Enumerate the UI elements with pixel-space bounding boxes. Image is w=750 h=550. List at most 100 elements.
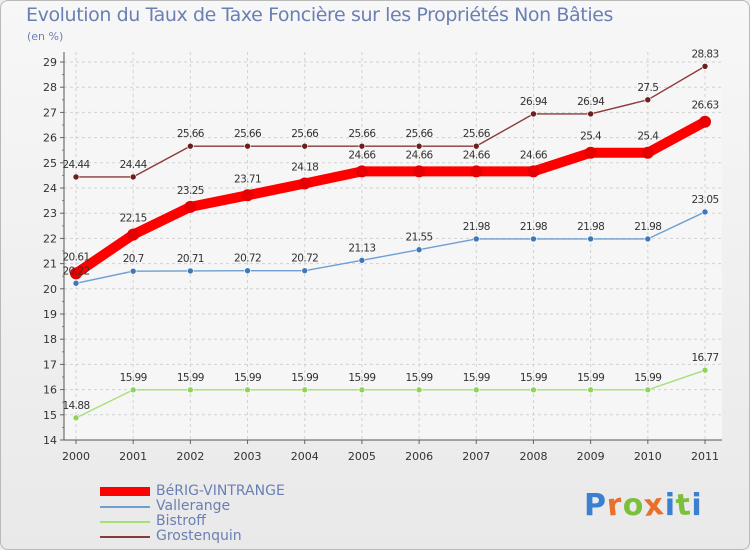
logo-letter: i: [664, 488, 677, 523]
data-label: 20.7: [123, 253, 144, 265]
y-tick-label: 17: [43, 358, 57, 371]
data-point: [70, 267, 82, 280]
data-point: [527, 165, 540, 178]
x-tick-label: 2004: [291, 450, 319, 463]
data-label: 15.99: [463, 372, 490, 384]
series-line: [75, 65, 706, 178]
y-tick-label: 22: [43, 232, 57, 245]
data-point: [472, 235, 480, 243]
data-point: [701, 62, 709, 70]
y-tick-label: 26: [43, 132, 57, 145]
y-tick-label: 23: [43, 207, 57, 220]
legend-label: BéRIG-VINTRANGE: [156, 483, 285, 499]
legend-label: Bistroff: [156, 513, 206, 529]
data-point: [587, 235, 594, 243]
data-label: 20.72: [291, 253, 318, 265]
data-label: 23.05: [691, 194, 718, 206]
data-label: 25.66: [348, 128, 376, 140]
series-line: [71, 116, 710, 279]
data-labels-layer: 24.44 24.44 25.66 25.66 25.66 25.66 25.66 25.66…: [62, 48, 719, 412]
legend-swatch: [100, 536, 150, 538]
data-label: 25.66: [177, 128, 205, 140]
y-tick-label: 21: [43, 258, 57, 271]
data-point: [129, 267, 137, 275]
x-tick-label: 2010: [634, 450, 662, 463]
data-label: 25.4: [580, 131, 602, 143]
series-bistroff: [72, 366, 709, 422]
axes: 14 15 16 17 18 19 20 21 22 23 24 25 26 27 28 29 2000 2001…: [43, 52, 722, 463]
data-point: [472, 142, 480, 150]
data-label: 24.66: [406, 149, 434, 161]
data-point: [358, 257, 366, 264]
y-tick-label: 25: [43, 157, 57, 170]
data-point: [530, 110, 537, 118]
data-point: [415, 246, 423, 254]
logo-letter: i: [691, 488, 703, 523]
data-point: [244, 142, 251, 150]
data-point: [72, 173, 80, 181]
data-label: 15.99: [406, 372, 433, 384]
data-point: [301, 386, 309, 394]
data-label: 15.99: [577, 372, 604, 384]
data-label: 20.71: [177, 253, 204, 265]
data-label: 25.66: [406, 128, 434, 140]
data-label: 20.61: [62, 251, 89, 263]
data-point: [701, 366, 709, 374]
y-tick-label: 18: [43, 333, 57, 346]
data-label: 25.66: [291, 128, 319, 140]
logo-letter: r: [605, 487, 625, 524]
series-line: [75, 211, 706, 284]
data-label: 26.63: [691, 100, 718, 112]
data-point: [301, 142, 309, 150]
data-point: [298, 177, 311, 190]
data-label: 15.99: [177, 372, 204, 384]
y-tick-label: 16: [43, 384, 57, 397]
data-label: 22.15: [120, 213, 147, 225]
data-point: [641, 146, 654, 159]
y-tick-label: 29: [43, 56, 57, 69]
x-tick-label: 2000: [62, 450, 90, 463]
data-point: [644, 235, 652, 243]
x-tick-label: 2001: [119, 450, 147, 463]
data-point: [241, 189, 254, 202]
data-point: [699, 115, 711, 128]
data-point: [127, 228, 140, 241]
data-label: 23.25: [177, 185, 204, 197]
data-label: 24.18: [291, 161, 318, 173]
data-point: [470, 165, 483, 178]
y-tick-label: 20: [43, 283, 57, 296]
data-point: [701, 208, 709, 216]
data-point: [415, 142, 423, 150]
x-tick-label: 2003: [234, 450, 262, 463]
x-tick-label: 2005: [348, 450, 376, 463]
data-label: 21.98: [577, 221, 604, 233]
series-b-rig-vintrange: [70, 115, 711, 280]
data-point: [355, 165, 368, 178]
y-axis-unit-label: (en %): [27, 30, 64, 43]
data-label: 21.98: [520, 221, 547, 233]
data-label: 15.99: [120, 372, 147, 384]
data-label: 20.22: [62, 265, 89, 277]
data-label: 16.77: [691, 352, 718, 364]
data-label: 28.83: [691, 48, 718, 60]
data-label: 15.99: [348, 372, 375, 384]
data-label: 21.98: [463, 221, 490, 233]
y-tick-label: 19: [43, 308, 57, 321]
data-point: [644, 386, 652, 394]
data-point: [187, 142, 194, 150]
proxiti-logo: Proxiti: [584, 487, 703, 524]
logo-letter: x: [642, 487, 667, 524]
data-label: 26.94: [577, 96, 605, 108]
data-point: [587, 386, 594, 394]
y-tick-label: 27: [43, 106, 57, 119]
data-label: 21.55: [406, 232, 433, 244]
data-label: 15.99: [520, 372, 547, 384]
data-point: [530, 386, 537, 394]
data-label: 25.4: [637, 131, 659, 143]
data-label: 23.71: [234, 173, 261, 185]
data-point: [587, 110, 594, 118]
data-label: 14.88: [62, 400, 89, 412]
data-point: [358, 142, 366, 150]
chart-title: Evolution du Taux de Taxe Foncière sur l…: [26, 4, 614, 26]
plot-area: [64, 52, 722, 440]
